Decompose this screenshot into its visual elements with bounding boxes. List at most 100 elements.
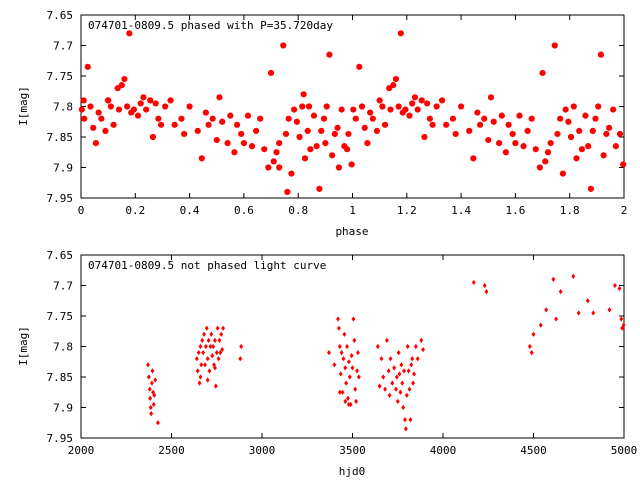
data-point <box>582 112 589 119</box>
data-point <box>134 112 142 119</box>
data-point <box>395 398 400 404</box>
data-point <box>592 115 599 122</box>
data-point <box>240 140 247 147</box>
data-point <box>438 97 446 104</box>
data-point <box>401 404 406 411</box>
data-point <box>505 121 512 128</box>
data-point <box>551 42 558 49</box>
data-point <box>405 343 410 350</box>
data-point <box>310 112 318 119</box>
data-point <box>87 103 94 110</box>
data-point <box>355 350 360 356</box>
data-point <box>585 298 590 304</box>
data-point <box>115 106 123 113</box>
data-point <box>212 362 216 368</box>
data-point <box>162 103 169 110</box>
data-point <box>343 398 348 404</box>
y-tick-label: 7.7 <box>53 40 73 53</box>
data-point <box>621 322 626 328</box>
y-tick-label: 7.9 <box>53 402 73 415</box>
y-tick-label: 7.75 <box>47 310 74 323</box>
data-point <box>406 112 413 119</box>
y-tick-label: 7.8 <box>53 101 73 114</box>
data-point <box>390 82 397 89</box>
data-point <box>520 143 527 150</box>
data-point <box>406 368 411 374</box>
data-point <box>339 350 344 356</box>
tick-group: 2000 2500 3000 3500 4000 4500 5000 7.65 7.7 7.75 7… <box>47 249 638 457</box>
data-point <box>336 316 340 322</box>
data-point <box>334 124 341 131</box>
y-tick-label: 7.75 <box>47 70 74 83</box>
data-point <box>557 115 564 122</box>
y-axis-label: I[mag] <box>17 86 30 126</box>
data-point <box>529 350 534 356</box>
x-tick-label: 4500 <box>520 444 547 457</box>
y-tick-label: 7.85 <box>47 131 74 144</box>
x-tick-label: 0.4 <box>180 204 200 217</box>
data-point <box>578 146 586 153</box>
data-point <box>375 343 380 350</box>
x-tick-label: 2000 <box>68 444 95 457</box>
data-point <box>528 115 535 122</box>
data-point <box>403 417 407 423</box>
data-point <box>220 346 225 353</box>
data-point <box>392 75 400 83</box>
data-point <box>551 276 556 282</box>
data-point <box>573 155 580 162</box>
data-point <box>318 127 325 134</box>
data-point <box>178 115 185 122</box>
data-point <box>267 69 275 77</box>
data-point <box>313 143 320 150</box>
data-point <box>350 106 357 113</box>
data-point <box>81 115 88 122</box>
data-point <box>367 109 374 116</box>
data-point <box>126 30 133 37</box>
data-point <box>149 133 157 141</box>
data-point <box>547 140 554 147</box>
data-point <box>253 127 260 134</box>
x-axis-label: phase <box>335 225 368 238</box>
data-point <box>502 149 509 156</box>
data-point <box>205 121 212 128</box>
data-point <box>619 316 624 322</box>
data-point <box>335 164 343 171</box>
data-point <box>388 356 393 362</box>
data-point <box>373 127 381 134</box>
data-point <box>307 146 314 153</box>
data-point <box>204 325 209 331</box>
data-point <box>215 325 220 331</box>
data-point <box>146 374 151 380</box>
data-point <box>149 411 154 417</box>
data-point <box>381 374 386 380</box>
data-point <box>198 343 203 350</box>
data-point <box>392 365 397 371</box>
data-point <box>542 158 549 165</box>
data-point <box>620 161 627 168</box>
y-tick-label: 7.9 <box>53 162 73 175</box>
x-tick-label: 5000 <box>611 444 638 457</box>
data-point <box>186 103 193 110</box>
data-point <box>410 356 415 362</box>
y-tick-label: 7.7 <box>53 280 73 293</box>
data-point <box>216 356 221 362</box>
data-point <box>585 143 592 150</box>
data-point <box>92 140 100 147</box>
data-point <box>415 356 420 362</box>
data-point <box>261 146 268 153</box>
data-point <box>345 130 352 138</box>
data-point <box>414 106 421 113</box>
data-point <box>105 97 112 104</box>
data-point <box>110 121 117 128</box>
data-point <box>206 337 211 343</box>
data-point <box>121 75 128 83</box>
data-point <box>398 389 403 395</box>
data-point <box>458 103 465 110</box>
data-point <box>424 100 431 107</box>
data-point <box>356 374 361 380</box>
data-point <box>352 337 357 343</box>
data-point <box>411 380 416 386</box>
data-point <box>498 112 505 119</box>
data-point <box>213 136 220 144</box>
